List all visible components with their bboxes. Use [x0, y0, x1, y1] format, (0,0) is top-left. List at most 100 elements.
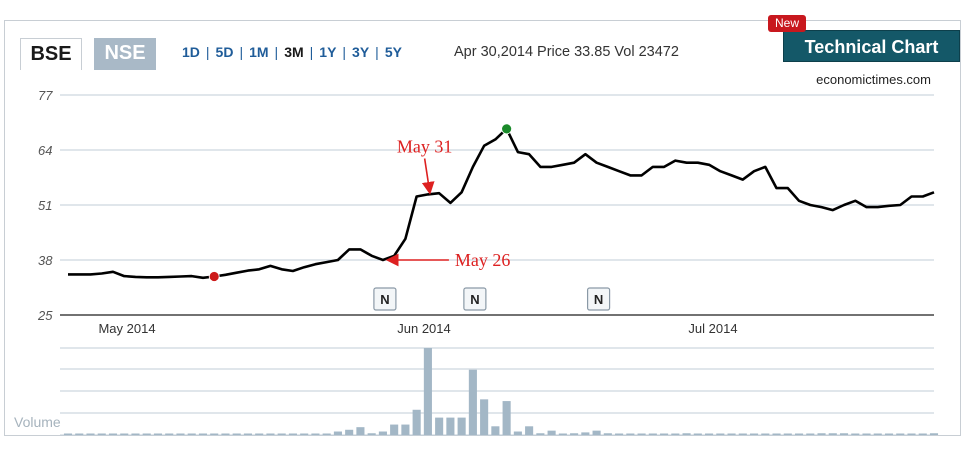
range-separator: | — [239, 44, 244, 60]
volume-bar — [97, 433, 106, 435]
volume-bar — [626, 433, 635, 435]
volume-bar — [322, 433, 331, 435]
volume-bar — [581, 432, 590, 435]
tab-bse[interactable]: BSE — [20, 38, 82, 70]
chart-annotations: May 31 May 26 — [385, 137, 511, 270]
low-marker — [208, 271, 220, 282]
volume-bar — [794, 433, 804, 435]
x-tick-label: May 2014 — [98, 321, 155, 336]
volume-bar — [288, 433, 297, 435]
news-marker-label: N — [594, 292, 603, 307]
volume-bar — [187, 433, 196, 435]
volume-bar — [255, 433, 264, 435]
volume-bar — [300, 433, 309, 435]
volume-bar — [120, 433, 129, 435]
volume-bar — [682, 433, 691, 435]
volume-bar — [873, 433, 882, 435]
x-tick-label: Jul 2014 — [688, 321, 737, 336]
volume-bar — [401, 424, 410, 435]
high-marker — [501, 123, 513, 135]
volume-bar — [176, 433, 185, 435]
volume-bars — [63, 348, 939, 435]
news-marker-label: N — [380, 292, 389, 307]
volume-bar — [648, 433, 657, 435]
volume-bar — [198, 433, 208, 435]
volume-bar — [907, 433, 916, 435]
range-separator: | — [274, 44, 279, 60]
volume-bar — [615, 433, 624, 435]
volume-bar — [378, 431, 387, 435]
volume-bar — [446, 417, 455, 435]
news-marker-label: N — [470, 292, 479, 307]
volume-bar — [570, 433, 579, 435]
range-separator: | — [309, 44, 314, 60]
volume-bar — [851, 433, 860, 435]
volume-bar — [221, 433, 230, 435]
range-1y[interactable]: 1Y — [319, 44, 337, 60]
volume-bar — [165, 433, 174, 435]
volume-bar — [705, 433, 714, 435]
range-separator: | — [205, 44, 210, 60]
volume-bar — [671, 433, 680, 435]
volume-bar — [918, 433, 927, 435]
range-separator: | — [375, 44, 379, 60]
volume-bar — [108, 433, 118, 435]
volume-bar — [637, 433, 646, 435]
y-tick-label: 38 — [38, 253, 53, 268]
volume-bar — [412, 409, 421, 435]
volume-bar — [693, 433, 702, 435]
volume-bar — [468, 369, 477, 435]
volume-bar — [592, 430, 601, 435]
range-3m[interactable]: 3M — [284, 44, 304, 60]
news-marker-box — [373, 287, 397, 311]
range-5y[interactable]: 5Y — [384, 44, 402, 60]
volume-bar — [727, 433, 736, 435]
range-1m[interactable]: 1M — [249, 44, 269, 60]
annotation-label: May 31 — [397, 137, 453, 157]
volume-bar — [243, 433, 252, 435]
tab-nse[interactable]: NSE — [94, 38, 156, 70]
volume-bar — [210, 433, 219, 435]
volume-bar — [536, 433, 545, 435]
volume-bar — [423, 348, 432, 435]
volume-bar — [232, 433, 241, 435]
volume-bar — [480, 399, 489, 435]
volume-bar — [131, 433, 140, 435]
volume-bar — [817, 433, 826, 435]
news-marker[interactable]: N — [373, 287, 397, 311]
range-3y[interactable]: 3Y — [352, 44, 370, 60]
y-tick-label: 51 — [38, 198, 52, 213]
volume-bar — [806, 433, 815, 435]
volume-bar — [356, 427, 365, 435]
volume-bar — [783, 433, 792, 435]
volume-bar — [929, 433, 939, 435]
volume-bar — [345, 429, 354, 435]
technical-chart-button[interactable]: Technical Chart — [783, 30, 960, 62]
volume-bar — [716, 433, 725, 435]
volume-bar — [772, 433, 781, 435]
news-marker[interactable]: N — [586, 287, 611, 311]
x-axis-ticks: May 2014 Jun 2014 Jul 2014 — [98, 321, 737, 336]
volume-bar — [660, 433, 669, 435]
volume-bar — [142, 433, 151, 435]
chart-markers — [208, 123, 513, 282]
volume-grid — [60, 347, 934, 436]
volume-bar — [277, 433, 286, 435]
news-marker[interactable]: N — [463, 287, 487, 311]
range-5d[interactable]: 5D — [215, 44, 234, 60]
volume-bar — [311, 433, 320, 435]
volume-bar — [367, 433, 376, 435]
range-separator: | — [342, 44, 347, 60]
volume-bar — [761, 433, 770, 435]
volume-bar — [738, 433, 747, 435]
volume-bar — [457, 417, 466, 435]
news-marker-box — [463, 287, 487, 311]
annotation-label: May 26 — [455, 250, 511, 270]
range-1d[interactable]: 1D — [182, 44, 200, 60]
volume-bar — [839, 433, 849, 435]
volume-bar — [75, 433, 84, 435]
quote-info: Apr 30,2014 Price 33.85 Vol 23472 — [454, 44, 679, 60]
volume-bar — [884, 433, 894, 435]
volume-bar — [896, 433, 905, 435]
new-badge: New — [768, 15, 806, 32]
